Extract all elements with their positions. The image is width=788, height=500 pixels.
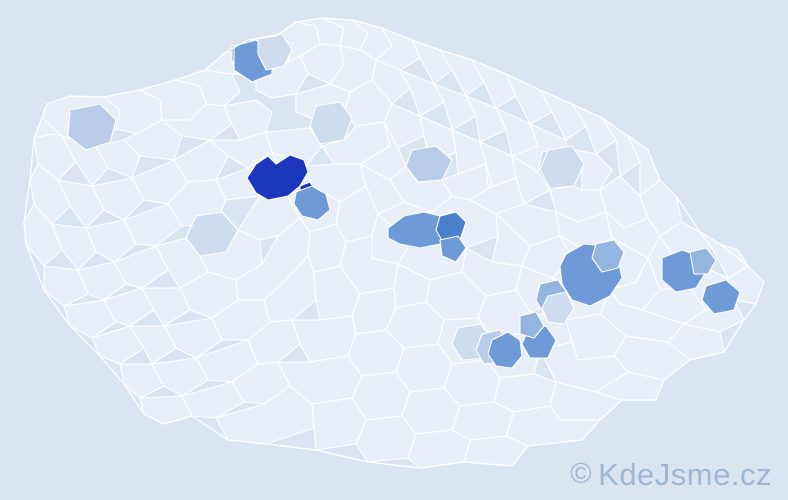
district-base <box>95 139 141 179</box>
district-base <box>355 415 417 463</box>
district-base <box>103 287 155 327</box>
district-base <box>123 119 183 161</box>
district-base <box>91 325 145 365</box>
district-base <box>291 315 357 363</box>
district-highlight <box>405 145 453 183</box>
district-highlight <box>591 239 625 273</box>
district-base <box>383 103 425 149</box>
district-base <box>465 95 507 143</box>
district-base <box>119 363 165 399</box>
district-base <box>77 261 127 301</box>
district-max-value <box>246 154 309 201</box>
district-highlight <box>701 279 741 315</box>
district-base <box>51 223 97 271</box>
copyright-icon: © <box>570 458 593 490</box>
district-base <box>265 127 323 167</box>
country-outline <box>23 17 765 469</box>
map-regions-layer <box>23 17 765 469</box>
district-base <box>141 287 191 327</box>
district-base <box>399 69 445 117</box>
district-base <box>163 317 223 359</box>
district-base <box>113 245 169 289</box>
district-base <box>451 401 515 441</box>
district-highlight <box>185 211 239 257</box>
watermark-text: KdeJsme.cz <box>598 459 772 490</box>
district-highlight <box>33 133 77 181</box>
district-base <box>91 177 145 221</box>
district-highlight <box>487 331 523 369</box>
district-base <box>511 123 567 173</box>
district-base <box>43 265 89 307</box>
district-highlight <box>257 33 293 71</box>
district-highlight <box>309 101 353 145</box>
district-base <box>57 179 105 229</box>
district-highlight <box>519 311 545 339</box>
district-highlight <box>67 103 117 151</box>
watermark-dot: . <box>730 457 740 492</box>
district-base <box>181 381 245 419</box>
watermark-tld: cz <box>740 457 772 492</box>
district-base <box>85 219 137 263</box>
district-highlight <box>541 291 575 325</box>
district-base <box>123 203 183 247</box>
district-highlight <box>689 247 717 275</box>
district-base <box>511 155 551 205</box>
district-base <box>63 299 117 339</box>
watermark-name: KdeJsme <box>598 457 731 492</box>
district-highlight <box>293 185 331 221</box>
district-base <box>433 83 477 131</box>
district-base <box>129 325 177 365</box>
district-base <box>173 139 229 183</box>
district-highlight <box>539 145 585 189</box>
watermark: © KdeJsme.cz <box>570 459 772 490</box>
district-base <box>151 357 209 397</box>
district-highlight <box>439 235 467 263</box>
